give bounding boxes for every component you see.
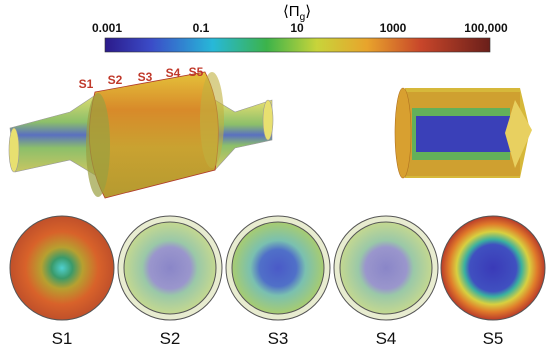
section-slices — [9, 215, 546, 321]
section-label-3d: S2 — [108, 73, 123, 87]
section-label: S2 — [160, 329, 181, 348]
section-label-3d: S1 — [79, 77, 94, 91]
section-label: S3 — [268, 329, 289, 348]
section-label: S1 — [52, 329, 73, 348]
colorbar-tick: 10 — [290, 21, 304, 35]
section-label-3d: S4 — [166, 66, 181, 80]
colorbar-tick: 100,000 — [464, 21, 508, 35]
section-label: S5 — [483, 329, 504, 348]
section-label: S4 — [376, 329, 397, 348]
colorbar — [104, 37, 491, 53]
cylinder-cut — [394, 87, 532, 179]
colorbar-tick: 0.1 — [193, 21, 210, 35]
section-label-3d: S3 — [138, 70, 153, 84]
colorbar-title: ⟨Πg⟩ — [283, 3, 311, 23]
colorbar-tick: 0.001 — [92, 21, 122, 35]
section-label-3d: S5 — [189, 65, 204, 79]
converter-3d — [8, 71, 274, 199]
colorbar-tick: 1000 — [380, 21, 407, 35]
